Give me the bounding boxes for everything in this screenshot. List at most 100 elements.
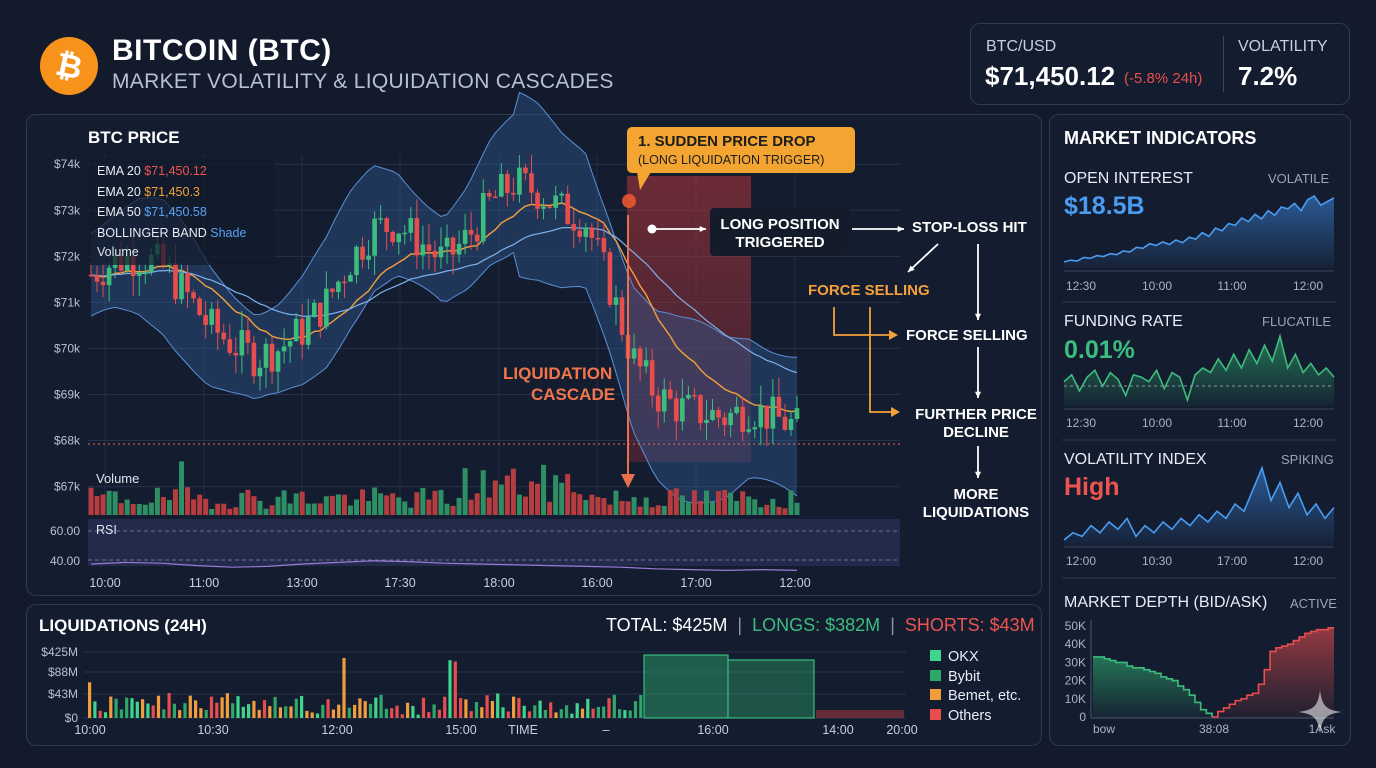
- indicator-legend: EMA 20 $71,450.12 EMA 20 $71,450.3 EMA 5…: [89, 159, 275, 265]
- y-tick-label: $88M: [48, 665, 78, 679]
- volume-bar: [179, 461, 185, 515]
- candle-body: [88, 274, 94, 277]
- x-tick-label: 11:00: [1217, 416, 1246, 430]
- candle-body: [245, 330, 251, 343]
- liquidation-bar: [496, 693, 500, 718]
- y-tick-label: $43M: [48, 687, 78, 701]
- liquidation-bar: [464, 699, 468, 718]
- liquidations-panel: [26, 604, 1042, 746]
- x-tick-label: 17:00: [680, 576, 711, 590]
- liquidations-longs: LONGS: $382M: [752, 615, 881, 635]
- volume-bar: [203, 498, 209, 515]
- y-tick-label: $68k: [54, 434, 81, 448]
- candle-body: [251, 342, 257, 377]
- volume-bar: [528, 481, 534, 515]
- candle-body: [366, 255, 371, 260]
- liquidation-bar: [469, 711, 473, 718]
- legend-swatch: [930, 708, 941, 720]
- volume-bar: [788, 490, 794, 515]
- volume-bar: [251, 496, 257, 515]
- volume-bar: [257, 500, 263, 515]
- volume-bar: [154, 487, 160, 515]
- volume-bar: [100, 494, 106, 515]
- flow-arrow-force-head: [908, 265, 915, 272]
- indicators-title: MARKET INDICATORS: [1064, 128, 1257, 148]
- liquidation-bar: [337, 704, 341, 718]
- candle-body: [728, 412, 733, 426]
- sparkline-line: [1063, 194, 1335, 263]
- candle-body: [426, 244, 432, 251]
- volume-bar: [625, 501, 631, 515]
- ticker-price: $71,450.12: [985, 61, 1116, 91]
- rsi-tick-label: 40.00: [50, 554, 80, 568]
- volume-bar: [474, 493, 480, 515]
- liquidation-bar: [368, 703, 373, 718]
- candle-body: [722, 417, 727, 426]
- liquidation-bar: [183, 703, 187, 718]
- flow-more-line2: LIQUIDATIONS: [922, 504, 1030, 521]
- rsi-label: RSI: [96, 523, 117, 537]
- x-tick-label: 11:00: [1217, 279, 1246, 293]
- candle-body: [293, 318, 299, 342]
- y-tick-label: 30K: [1065, 655, 1086, 669]
- y-tick-label: $425M: [41, 645, 78, 659]
- flow-force-selling: FORCE SELLING: [906, 327, 1028, 344]
- y-tick-label: $0: [65, 711, 79, 725]
- candle-body: [577, 230, 583, 237]
- bitcoin-logo-icon: ₿: [40, 37, 98, 95]
- legend-bollinger: BOLLINGER BAND Shade: [97, 223, 267, 244]
- x-tick-label: 10:30: [1142, 554, 1172, 568]
- candle-body: [704, 419, 709, 424]
- funding-rate-status: FLUCATILE: [1262, 314, 1332, 329]
- liquidation-bar: [602, 706, 606, 718]
- liquidation-bar: [453, 661, 457, 718]
- legend-swatch: [930, 650, 941, 661]
- volume-bar: [746, 496, 752, 515]
- volume-bar: [420, 488, 426, 515]
- volatility-index-value: High: [1064, 473, 1120, 501]
- legend-item-bybit: Bybit: [930, 668, 1021, 688]
- candle-body: [106, 267, 112, 286]
- x-tick-label: 12:00: [1066, 554, 1096, 568]
- candle-body: [390, 231, 396, 243]
- liquidation-bar: [321, 704, 325, 718]
- market-depth-status: ACTIVE: [1290, 596, 1337, 611]
- volume-bar: [136, 503, 142, 515]
- candle-body: [499, 173, 504, 197]
- liquidation-bar: [204, 709, 208, 718]
- volume-bar: [535, 483, 541, 515]
- candle-body: [571, 224, 577, 231]
- liquidation-bar: [278, 707, 282, 718]
- candle-body: [336, 281, 341, 292]
- liquidation-bar: [262, 700, 267, 718]
- candle-body: [281, 346, 287, 352]
- open-interest-value: $18.5B: [1064, 192, 1145, 220]
- liquidation-bar: [172, 703, 176, 718]
- volume-bar: [498, 484, 504, 515]
- volume-bar: [215, 503, 221, 515]
- legend-text: OKX: [948, 649, 979, 665]
- candle-body: [529, 173, 534, 193]
- liquidation-bar: [416, 714, 420, 718]
- candle-body: [287, 341, 293, 347]
- liquidation-bar: [586, 698, 590, 718]
- flow-more-line1: MORE: [953, 486, 999, 503]
- volume-bar: [209, 508, 215, 515]
- liquidation-bar: [570, 713, 574, 718]
- flow-arrow-down2-head: [974, 391, 982, 398]
- candle-body: [631, 348, 637, 359]
- x-tick-label: 10:00: [89, 576, 120, 590]
- liquidation-bar: [151, 705, 155, 718]
- funding-rate-value: 0.01%: [1064, 336, 1135, 364]
- candle-body: [758, 405, 764, 428]
- liquidation-bar: [533, 705, 537, 718]
- liquidation-bar: [612, 694, 616, 718]
- candle-body: [649, 360, 655, 396]
- liquidation-bar: [437, 709, 441, 718]
- liquidation-bar: [109, 696, 113, 718]
- sparkline-line: [1063, 332, 1335, 403]
- candle-body: [734, 406, 739, 413]
- ema-20-line: [90, 202, 798, 413]
